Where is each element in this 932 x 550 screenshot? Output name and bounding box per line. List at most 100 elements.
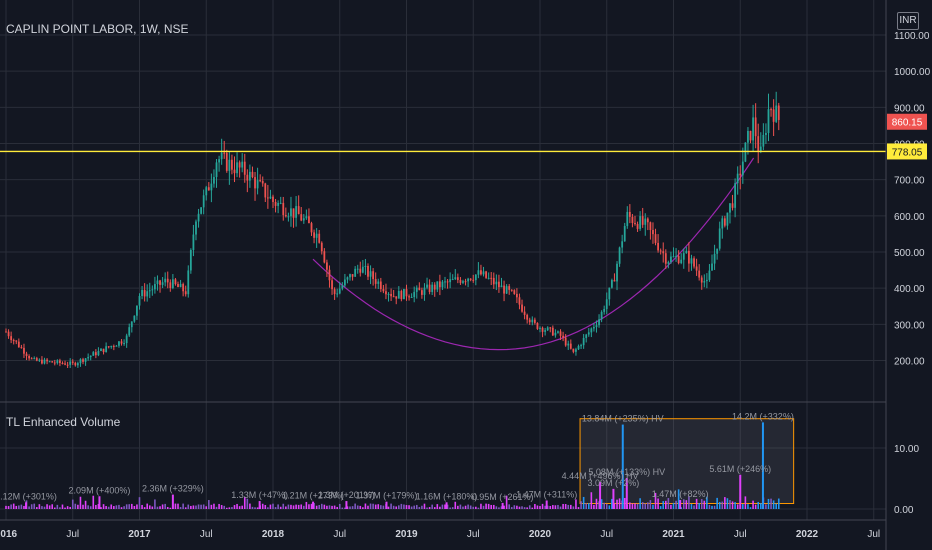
volume-bar: [731, 501, 734, 509]
volume-spike-bar: [98, 496, 101, 509]
volume-bar: [341, 507, 344, 509]
cup-arc: [312, 157, 755, 351]
candle-body: [662, 251, 665, 254]
volume-tick-label: 10.00: [894, 444, 919, 455]
candle-body: [562, 335, 565, 338]
candle-body: [431, 284, 434, 292]
volume-bar: [516, 505, 518, 509]
volume-bar: [734, 502, 736, 509]
candle-body: [657, 242, 659, 251]
candle-body: [670, 256, 672, 263]
candle-body: [146, 291, 149, 297]
candle-body: [17, 341, 20, 348]
candle-body: [765, 133, 767, 135]
time-axis[interactable]: 2016 Jul 2017 Jul 2018 Jul 2019 Jul 2020 Jul 2021 J…: [0, 529, 880, 540]
candle-body: [649, 222, 652, 231]
candle-body: [374, 278, 377, 284]
candle-body: [300, 214, 303, 221]
volume-bar: [757, 501, 760, 509]
candle-body: [169, 282, 172, 288]
volume-bar: [369, 503, 372, 509]
volume-bar: [133, 506, 136, 509]
volume-bar: [272, 503, 274, 509]
candle-body: [577, 345, 580, 350]
volume-bar: [451, 507, 454, 509]
candle-body: [716, 248, 719, 254]
candle-body: [148, 290, 151, 292]
indicator-title[interactable]: TL Enhanced Volume: [6, 415, 121, 429]
volume-bar: [323, 504, 326, 509]
candle-body: [202, 195, 205, 208]
candle-body: [605, 299, 608, 309]
currency-button[interactable]: INR: [897, 12, 919, 30]
candle-body: [259, 180, 262, 182]
volume-bar: [313, 503, 315, 509]
candle-body: [241, 161, 244, 168]
volume-bar: [736, 504, 739, 509]
candle-body: [575, 349, 577, 352]
volume-bar: [595, 498, 598, 509]
volume-bar: [641, 502, 644, 509]
candle-body: [372, 271, 375, 279]
candle-body: [261, 181, 264, 184]
candle-body: [118, 341, 120, 346]
candle-body: [418, 287, 421, 291]
volume-bar: [772, 500, 775, 509]
candle-body: [621, 241, 624, 248]
volume-bar: [428, 507, 431, 509]
volume-spike-bar: [545, 500, 548, 509]
volume-bar: [631, 503, 634, 509]
candle-body: [469, 278, 472, 280]
volume-bar: [698, 502, 700, 509]
candle-body: [531, 319, 534, 323]
volume-bar: [662, 501, 665, 509]
volume-spike-bar: [612, 488, 615, 509]
candle-body: [313, 232, 315, 238]
volume-axis[interactable]: 10.00 0.00: [894, 444, 919, 516]
volume-annotation-label: 1.47M (+311%): [516, 489, 577, 499]
candle-body: [328, 269, 331, 281]
candle-body: [559, 331, 562, 336]
candle-body: [477, 270, 480, 275]
volume-bar: [110, 504, 113, 509]
candle-body: [74, 362, 77, 366]
candle-body: [213, 177, 215, 184]
candle-body: [741, 161, 744, 176]
price-tick-label: 500.00: [894, 248, 925, 259]
candle-body: [338, 288, 341, 294]
candle-body: [472, 279, 475, 281]
candle-body: [618, 247, 621, 264]
volume-bar: [46, 504, 48, 509]
volume-bar: [616, 499, 618, 509]
candle-body: [744, 142, 747, 162]
volume-spike-bar: [25, 502, 28, 509]
volume-bar: [30, 504, 33, 509]
candle-body: [703, 281, 706, 283]
candle-body: [320, 242, 323, 252]
volume-bar: [295, 504, 297, 509]
volume-bar: [354, 503, 356, 509]
candle-body: [587, 332, 590, 335]
candle-body: [123, 343, 125, 345]
time-tick-label: Jul: [867, 529, 880, 540]
candle-body: [451, 279, 454, 281]
volume-spike-bar: [679, 500, 682, 509]
volume-bar: [459, 504, 462, 509]
candle-body: [693, 258, 695, 267]
candle-body: [20, 347, 23, 349]
candle-body: [174, 279, 177, 285]
time-tick-label: 2022: [796, 529, 819, 540]
candle-body: [454, 277, 457, 280]
candle-body: [195, 221, 197, 235]
candle-body: [302, 218, 305, 221]
candle-body: [500, 285, 503, 288]
volume-bar: [392, 505, 395, 509]
candle-body: [107, 346, 110, 348]
volume-bar: [390, 503, 392, 509]
volume-bar: [269, 504, 272, 509]
candle-body: [279, 202, 282, 204]
candle-body: [351, 274, 354, 277]
candle-body: [580, 345, 582, 347]
candle-body: [164, 278, 167, 283]
